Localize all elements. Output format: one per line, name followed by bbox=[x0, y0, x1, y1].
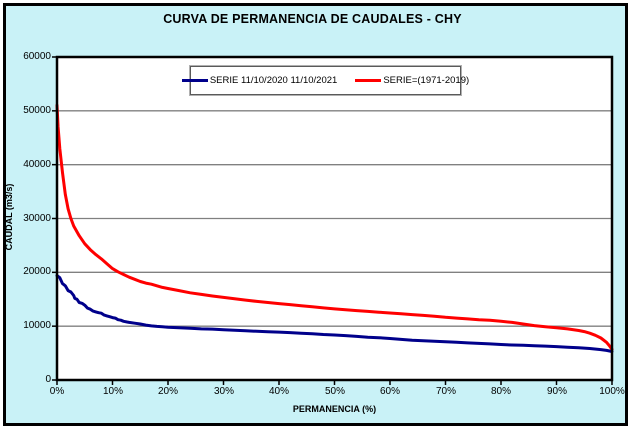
legend: SERIE 11/10/2020 11/10/2021 SERIE=(1971-… bbox=[181, 66, 469, 95]
x-tick-label: 30% bbox=[213, 386, 234, 397]
x-tick-label: 40% bbox=[268, 386, 289, 397]
legend-label: SERIE=(1971-2019) bbox=[383, 75, 470, 86]
y-tick-label: 20000 bbox=[23, 266, 51, 277]
x-tick-label: 80% bbox=[490, 386, 511, 397]
x-tick-label: 70% bbox=[435, 386, 456, 397]
x-tick-label: 50% bbox=[324, 386, 345, 397]
y-tick-label: 40000 bbox=[23, 159, 51, 170]
y-tick-label: 30000 bbox=[23, 213, 51, 224]
legend-line-swatch-blue bbox=[181, 79, 208, 82]
legend-entry-serie-1971: SERIE=(1971-2019) bbox=[355, 75, 469, 86]
y-tick-label: 60000 bbox=[23, 51, 51, 62]
chart-title: CURVA DE PERMANENCIA DE CAUDALES - CHY bbox=[163, 12, 462, 26]
x-tick-label: 60% bbox=[379, 386, 400, 397]
series-line-1 bbox=[55, 103, 614, 351]
x-axis-title: PERMANENCIA (%) bbox=[292, 404, 377, 414]
legend-entry-serie-2020: SERIE 11/10/2020 11/10/2021 bbox=[181, 75, 338, 86]
series-line-0 bbox=[55, 274, 614, 353]
y-tick-label: 0 bbox=[45, 374, 51, 385]
x-tick-label: 10% bbox=[102, 386, 123, 397]
y-tick-label: 50000 bbox=[23, 105, 51, 116]
x-tick-label: 90% bbox=[546, 386, 567, 397]
x-tick-label: 20% bbox=[157, 386, 178, 397]
x-tick-label: 100% bbox=[599, 386, 625, 397]
x-tick-label: 0% bbox=[49, 386, 65, 397]
y-tick-label: 10000 bbox=[23, 320, 51, 331]
legend-line-swatch-red bbox=[355, 79, 382, 82]
legend-label: SERIE 11/10/2020 11/10/2021 bbox=[209, 75, 338, 86]
